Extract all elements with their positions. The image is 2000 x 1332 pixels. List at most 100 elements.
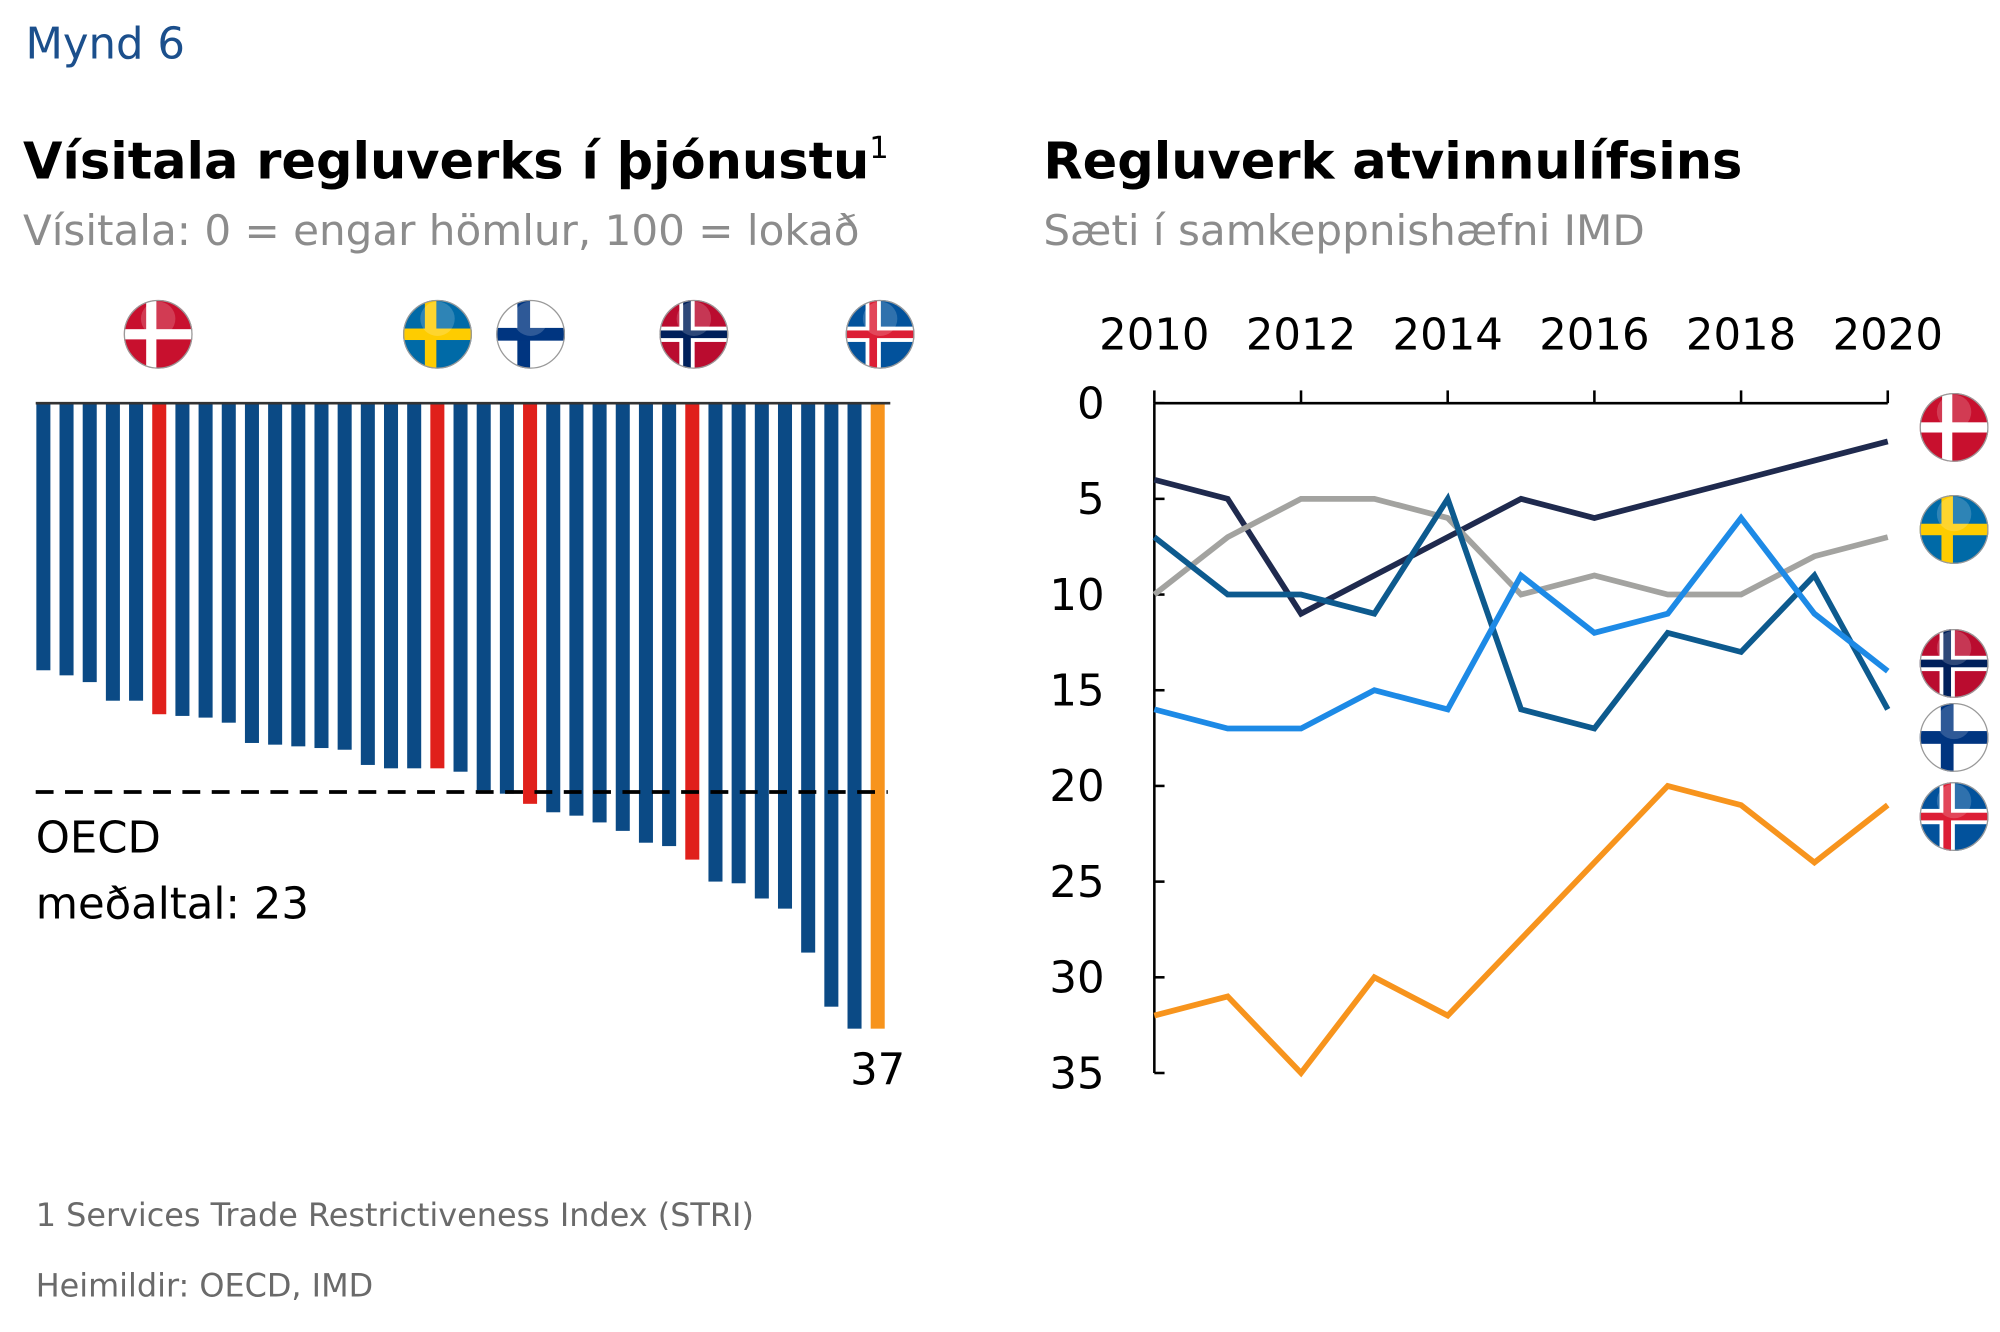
flag — [1919, 782, 1989, 851]
flag-gloss — [420, 301, 455, 336]
series-line — [1152, 495, 1889, 598]
flag-gloss — [1936, 704, 1972, 740]
flag-rim — [403, 299, 472, 369]
chart-title: Regluverk atvinnulífsins — [1043, 133, 1742, 192]
flag-gloss — [1936, 394, 1972, 430]
flag — [123, 299, 193, 369]
x-tick-label: 2020 — [1833, 311, 1943, 361]
flag-cross — [1919, 812, 1989, 821]
y-tick-label: 20 — [1049, 762, 1104, 812]
bar — [754, 403, 769, 899]
series-line — [1153, 438, 1889, 618]
flag-cross — [659, 330, 729, 339]
flag-rim — [845, 299, 915, 369]
x-tick-label: 2012 — [1246, 311, 1356, 361]
flag-gloss — [513, 301, 548, 336]
x-tick-label: 2016 — [1539, 311, 1649, 361]
flag-cross — [496, 327, 566, 341]
bar — [546, 403, 561, 813]
y-tick-label: 30 — [1049, 954, 1104, 1004]
bar — [777, 403, 793, 909]
bar — [360, 403, 375, 765]
reference-label: meðaltal: 23 — [36, 880, 309, 930]
flag-rim — [123, 299, 193, 369]
flag-cross — [123, 329, 193, 340]
chart-subtitle: Vísitala: 0 = engar hömlur, 100 = lokað — [23, 206, 860, 255]
bar — [824, 403, 839, 1007]
series-line — [1152, 492, 1891, 732]
bar — [268, 403, 283, 745]
x-tick-label: 2010 — [1099, 311, 1209, 361]
flag — [1919, 392, 1989, 462]
bar — [407, 403, 422, 769]
flag-gloss — [676, 301, 712, 336]
flag — [1919, 495, 1989, 564]
series-line — [1153, 782, 1890, 1078]
bar — [870, 403, 885, 1029]
bar — [59, 403, 74, 676]
flag — [659, 299, 729, 369]
y-tick-label: 35 — [1049, 1049, 1104, 1099]
flag — [1919, 629, 1989, 698]
bar — [105, 403, 120, 701]
bar — [569, 403, 584, 816]
flag-rim — [659, 299, 729, 369]
series-line — [1153, 513, 1890, 732]
flag-rim — [1919, 703, 1989, 772]
bar — [175, 403, 190, 716]
flag — [845, 299, 915, 369]
bar — [801, 403, 816, 953]
chart-subtitle: Sæti í samkeppnishæfni IMD — [1043, 206, 1644, 255]
bar — [592, 403, 607, 823]
x-tick-label: 2018 — [1686, 311, 1796, 361]
bar — [291, 403, 306, 747]
bar — [244, 403, 259, 743]
y-tick-label: 10 — [1049, 571, 1104, 621]
x-tick-label: 2014 — [1393, 311, 1503, 361]
title-note: 1 — [869, 131, 888, 166]
bar — [499, 403, 514, 794]
bar — [152, 403, 167, 715]
bar — [638, 403, 653, 843]
flag-cross — [845, 330, 915, 339]
bar — [337, 403, 352, 750]
y-tick-label: 25 — [1049, 858, 1104, 908]
flag-cross — [1919, 523, 1989, 536]
bar — [129, 403, 144, 701]
bar — [36, 403, 51, 671]
bar — [708, 403, 723, 882]
chart-title: Vísitala regluverks í þjónustu1 — [23, 131, 889, 191]
flag-cross — [1919, 659, 1989, 668]
flag — [403, 299, 472, 369]
flag-rim — [1919, 495, 1989, 564]
y-tick-label: 15 — [1049, 667, 1104, 717]
title-text: Vísitala regluverks í þjónustu — [23, 133, 869, 192]
bar — [523, 403, 538, 804]
bar — [731, 403, 746, 884]
bar — [314, 403, 329, 749]
flag-gloss — [862, 301, 898, 336]
flag-cross — [403, 328, 472, 341]
bar — [82, 403, 97, 683]
flag-gloss — [1936, 783, 1972, 819]
bar — [453, 403, 468, 772]
flag-gloss — [1936, 496, 1972, 532]
sources: Heimildir: OECD, IMD — [36, 1266, 373, 1304]
flag — [496, 299, 566, 369]
bar — [430, 403, 445, 769]
bar — [476, 403, 491, 791]
value-label: 37 — [850, 1045, 905, 1095]
bar — [685, 403, 700, 860]
bar — [198, 403, 213, 718]
flag-cross — [1919, 422, 1989, 433]
footnote: 1 Services Trade Restrictiveness Index (… — [36, 1196, 754, 1234]
y-tick-label: 5 — [1077, 475, 1105, 525]
y-tick-label: 0 — [1077, 379, 1105, 429]
flag — [1919, 703, 1989, 772]
flag-cross — [1919, 731, 1989, 744]
bar — [847, 403, 862, 1029]
reference-label: OECD — [36, 813, 161, 863]
flag-gloss — [140, 301, 176, 336]
flag-rim — [1919, 782, 1989, 852]
